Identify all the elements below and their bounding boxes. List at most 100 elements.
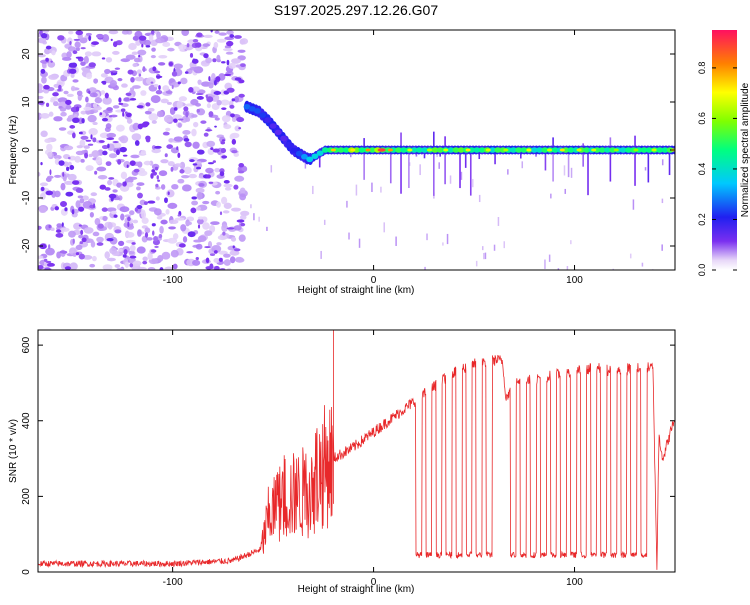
track-peak	[426, 148, 433, 152]
noise-speck	[436, 152, 438, 158]
noise-blob	[48, 74, 59, 80]
noise-speck	[661, 244, 663, 251]
track-core	[269, 123, 277, 129]
noise-blob	[234, 96, 240, 103]
noise-blob	[180, 77, 188, 85]
noise-blob	[120, 108, 126, 113]
noise-blob	[156, 110, 164, 118]
track-core	[452, 147, 460, 153]
track-streak	[444, 136, 446, 150]
noise-blob	[127, 176, 138, 180]
noise-blob	[56, 223, 63, 228]
noise-blob	[125, 92, 132, 97]
noise-blob	[206, 103, 211, 109]
noise-blob	[170, 249, 179, 258]
noise-blob	[181, 175, 190, 179]
colorbar-tick-label: 0.0	[697, 264, 707, 277]
colorbar-tick-label: 0.6	[697, 112, 707, 125]
track-core	[457, 147, 465, 153]
track-core	[656, 147, 664, 153]
noise-blob	[48, 111, 54, 117]
noise-blob	[236, 219, 245, 223]
snr-series-line	[38, 330, 675, 570]
noise-blob	[78, 131, 83, 135]
noise-blob	[79, 241, 84, 245]
noise-blob	[106, 137, 115, 141]
noise-blob	[63, 90, 69, 95]
noise-speck	[661, 198, 664, 204]
noise-blob	[173, 107, 178, 111]
noise-blob	[61, 222, 64, 227]
spectrogram-x-label: Height of straight line (km)	[298, 285, 415, 296]
noise-blob	[108, 30, 119, 35]
noise-blob	[112, 141, 119, 144]
noise-blob	[192, 141, 200, 149]
noise-blob	[231, 138, 237, 145]
noise-blob	[67, 156, 71, 160]
noise-blob	[106, 207, 117, 212]
noise-blob	[78, 253, 86, 260]
noise-blob	[60, 111, 67, 117]
noise-blob	[112, 105, 120, 109]
noise-blob	[231, 58, 241, 64]
noise-blob	[167, 191, 170, 196]
noise-blob	[47, 175, 54, 179]
noise-blob	[126, 118, 133, 124]
noise-blob	[238, 163, 245, 168]
noise-speck	[570, 167, 573, 178]
noise-blob	[75, 150, 85, 156]
noise-blob	[59, 227, 70, 232]
snr-y-tick-label: 400	[21, 412, 32, 429]
noise-blob	[38, 37, 47, 44]
noise-blob	[137, 192, 143, 199]
noise-blob	[132, 122, 140, 131]
track-streak	[363, 138, 365, 150]
noise-blob	[134, 140, 140, 146]
track-peak	[613, 148, 619, 152]
noise-blob	[107, 143, 110, 149]
noise-blob	[136, 105, 144, 109]
noise-blob	[109, 80, 117, 87]
noise-blob	[153, 208, 162, 216]
noise-blob	[239, 193, 247, 201]
noise-speck	[478, 194, 481, 203]
noise-blob	[172, 114, 183, 120]
noise-blob	[57, 35, 65, 41]
track-core	[311, 153, 319, 160]
noise-blob	[89, 92, 98, 98]
noise-blob	[66, 51, 72, 58]
noise-blob	[83, 145, 90, 149]
noise-blob	[69, 68, 77, 74]
spectrogram-x-tick-label: 100	[566, 275, 583, 286]
noise-blob	[125, 54, 136, 60]
noise-blob	[205, 167, 214, 174]
noise-blob	[59, 250, 67, 254]
noise-blob	[48, 244, 51, 250]
track-core	[593, 147, 601, 153]
snr-x-tick-label: 100	[566, 577, 583, 588]
noise-blob	[214, 30, 220, 34]
noise-blob	[229, 256, 236, 264]
noise-blob	[203, 53, 209, 59]
snr-x-tick-label: -100	[163, 577, 183, 588]
noise-blob	[69, 165, 75, 171]
noise-blob	[106, 132, 117, 138]
noise-blob	[168, 219, 179, 225]
noise-blob	[193, 121, 199, 128]
noise-blob	[166, 144, 174, 149]
track-peak	[559, 148, 565, 152]
track-core	[301, 153, 308, 160]
noise-blob	[221, 155, 228, 159]
noise-blob	[212, 58, 217, 63]
noise-blob	[71, 62, 78, 68]
noise-blob	[90, 134, 93, 140]
noise-blob	[110, 210, 117, 215]
noise-blob	[72, 252, 77, 257]
noise-blob	[197, 79, 202, 85]
noise-blob	[38, 95, 44, 100]
noise-blob	[218, 250, 228, 255]
noise-blob	[237, 49, 246, 53]
track-core	[520, 147, 528, 153]
track-core	[562, 147, 570, 153]
noise-blob	[47, 151, 53, 158]
